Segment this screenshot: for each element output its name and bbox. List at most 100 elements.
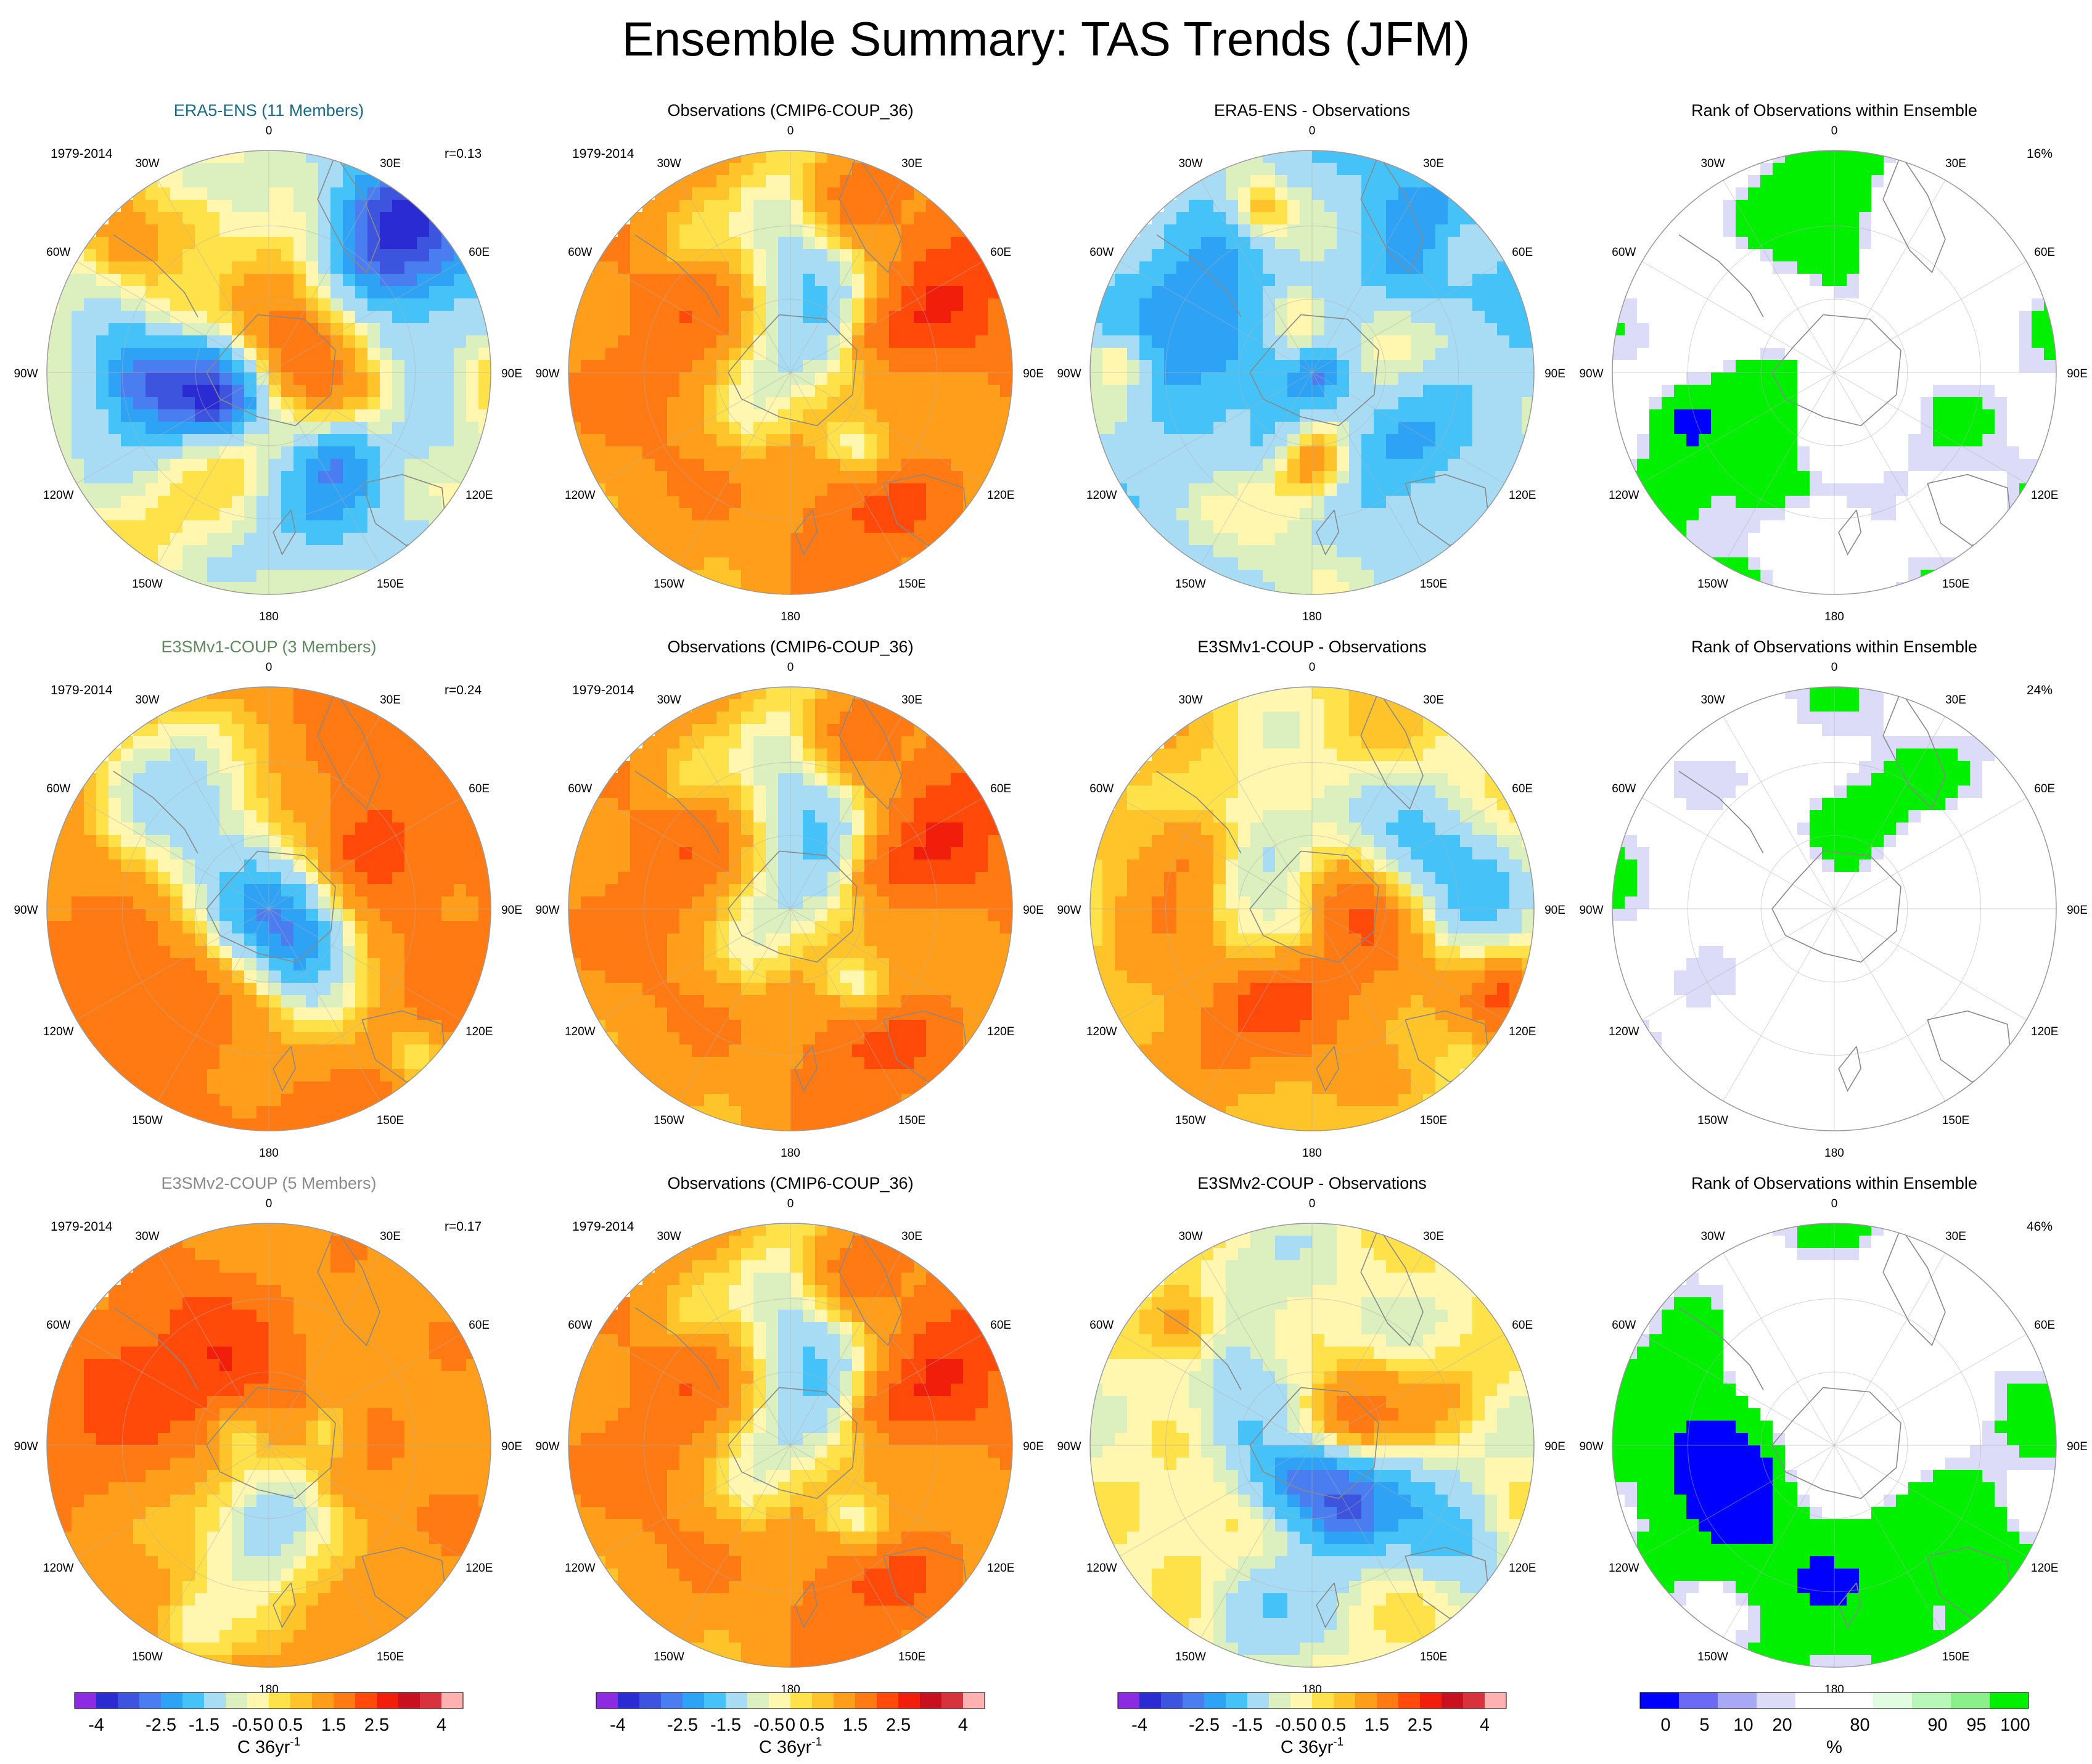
lon-label: 30E — [901, 157, 922, 170]
lon-label: 90W — [14, 1440, 38, 1453]
difference-title: E3SMv2-COUP - Observations — [1197, 1174, 1427, 1192]
coastline — [1838, 1046, 1862, 1092]
colorbar-tick-label: 10 — [1733, 1715, 1753, 1735]
colorbar-swatch — [1290, 1692, 1313, 1709]
lon-label: 30E — [380, 694, 401, 707]
colorbar-swatch — [139, 1692, 162, 1709]
lon-label: 60W — [1612, 1319, 1636, 1332]
meridian-line — [790, 372, 983, 484]
lon-label: 180 — [1302, 610, 1322, 623]
meridian-line — [268, 908, 462, 1020]
colorbar-unit: C 36yr-1 — [237, 1736, 300, 1757]
colorbar-unit: C 36yr-1 — [759, 1736, 822, 1757]
meridian-line — [268, 372, 462, 484]
lon-label: 90W — [1057, 367, 1081, 380]
colorbar-tick-label: 0.5 — [800, 1715, 824, 1735]
colorbar-tick-label: 2.5 — [886, 1715, 911, 1735]
lon-label: 150W — [654, 1651, 684, 1663]
colorbar-tick-label: -4 — [1131, 1715, 1147, 1735]
rank-percent-label: 16% — [2027, 147, 2053, 161]
lon-label: 180 — [1302, 1147, 1322, 1160]
lon-label: 30W — [135, 694, 159, 707]
coastline — [273, 509, 297, 556]
meridian-line — [268, 1445, 462, 1557]
lon-label: 30W — [1700, 694, 1725, 707]
lon-label: 30E — [901, 1230, 922, 1243]
lon-label: 60E — [2034, 782, 2055, 795]
colorbar-swatch — [75, 1692, 97, 1709]
colorbar-tick-label: -2.5 — [1189, 1715, 1220, 1735]
lon-label: 0 — [266, 125, 273, 137]
colorbar-tick-label: 2.5 — [1408, 1715, 1432, 1735]
lon-label: 90E — [501, 1440, 522, 1453]
map-panel-r2-c2: 0 30E 60E 90E 120E 150E 180 150W 120W 90W 60W 30W — [535, 661, 1043, 1160]
colorbar-tick-label: -1.5 — [710, 1715, 741, 1735]
meridian-line — [790, 908, 902, 1102]
lon-label: 60E — [990, 782, 1011, 795]
lon-label: 60W — [46, 782, 70, 795]
meridian-line — [1834, 908, 2027, 1020]
rank-colorbar: 0 5 10 20 80 90 95 100% — [1639, 1692, 2030, 1757]
colorbar-tick-label: 4 — [1480, 1715, 1490, 1735]
colorbar-swatch — [1312, 1692, 1334, 1709]
meridian-line — [157, 716, 269, 909]
lon-label: 150E — [898, 578, 925, 591]
meridian-line — [268, 1334, 462, 1446]
map-panel-r2-c4: 0 30E 60E 90E 120E 150E 180 150W 120W 90W 60W 30W — [1579, 661, 2087, 1160]
meridian-line — [76, 797, 269, 909]
lon-label: 90W — [14, 904, 38, 917]
colorbar-swatch — [1679, 1692, 1718, 1709]
coastline — [1838, 1582, 1862, 1628]
colorbar-tick-label: -0.5 — [232, 1715, 263, 1735]
map-boundary — [568, 686, 1013, 1131]
lon-label: 150W — [1175, 1651, 1206, 1663]
meridian-line — [1834, 261, 2027, 373]
meridian-line — [790, 716, 902, 909]
meridian-line — [790, 1334, 983, 1446]
latitude-circle — [1238, 835, 1386, 983]
meridian-line — [1311, 1334, 1505, 1446]
lon-label: 120W — [1086, 1562, 1117, 1575]
colorbar-swatch — [269, 1692, 291, 1709]
meridian-line — [1723, 1252, 1835, 1446]
colorbar-unit: C 36yr-1 — [1281, 1736, 1343, 1757]
map-panel-r2-c3: 0 30E 60E 90E 120E 150E 180 150W 120W 90W 60W 30W — [1057, 661, 1565, 1160]
lon-label: 90W — [1579, 367, 1603, 380]
colorbar-tick-label: 4 — [958, 1715, 968, 1735]
coastline — [113, 234, 199, 318]
trend-colorbar: -4 -2.5 -1.5 -0.5 0 0.5 1.5 2.5 4 C 36yr-1 — [596, 1692, 985, 1757]
colorbar-swatch — [1161, 1692, 1183, 1709]
colorbar-swatch — [1834, 1692, 1874, 1709]
colorbar-swatch — [877, 1692, 899, 1709]
trend-colorbar: -4 -2.5 -1.5 -0.5 0 0.5 1.5 2.5 4 C 36yr-1 — [1117, 1692, 1507, 1757]
lon-label: 60W — [1089, 782, 1114, 795]
colorbar-swatch — [898, 1692, 921, 1709]
map-boundary — [1612, 1223, 2057, 1668]
meridian-line — [1311, 716, 1424, 909]
colorbar-swatch — [618, 1692, 640, 1709]
coastline — [634, 1307, 720, 1390]
colorbar-swatch — [1355, 1692, 1377, 1709]
map-panel-r1-c2: 0 30E 60E 90E 120E 150E 180 150W 120W 90W 60W 30W — [535, 125, 1043, 623]
colorbar-swatch — [183, 1692, 205, 1709]
lon-label: 150E — [898, 1651, 925, 1663]
meridian-line — [157, 1445, 269, 1638]
colorbar-tick-label: -0.5 — [1275, 1715, 1306, 1735]
colorbar-swatch — [1183, 1692, 1205, 1709]
latitude-circle — [643, 761, 938, 1056]
lon-label: 60E — [1512, 246, 1533, 259]
colorbar-tick-label: -2.5 — [667, 1715, 698, 1735]
coastline — [1249, 1387, 1379, 1499]
lon-label: 90W — [535, 904, 559, 917]
latitude-circle — [716, 298, 864, 446]
colorbar-swatch — [1377, 1692, 1399, 1709]
coastline — [1882, 154, 1946, 274]
lon-label: 180 — [259, 1147, 279, 1160]
coastline — [728, 1387, 858, 1499]
lon-label: 150W — [132, 578, 163, 591]
colorbar-tick-label: 20 — [1772, 1715, 1792, 1735]
meridian-line — [790, 179, 902, 373]
